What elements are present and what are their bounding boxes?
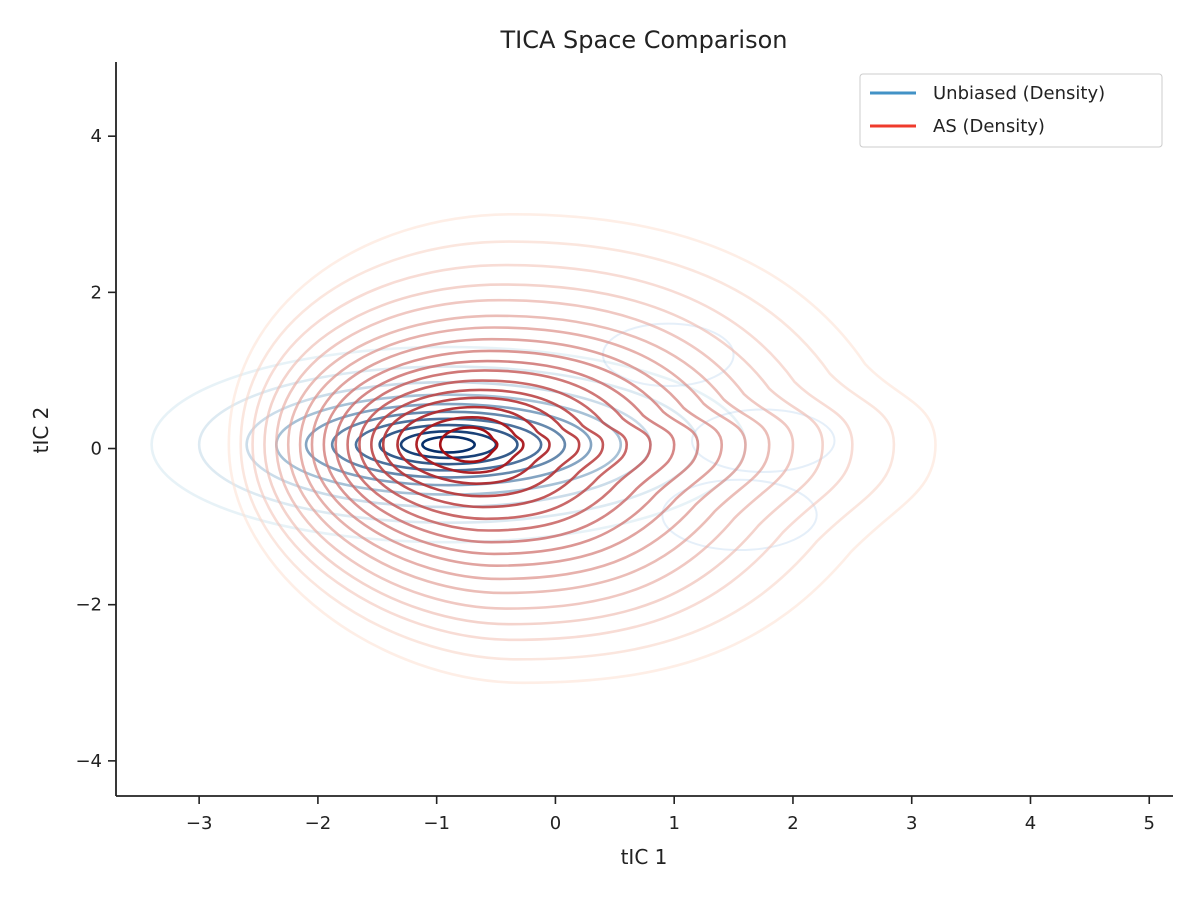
as-contour-2 — [251, 263, 854, 642]
ticks: −3 −2 −1 0 1 2 3 4 5 −4 −2 0 2 4 — [75, 126, 1155, 834]
as-contour-9 — [334, 359, 676, 544]
legend-label-unbiased: Unbiased (Density) — [933, 83, 1105, 104]
y-tick-label: 4 — [91, 126, 102, 147]
as-contour-15 — [415, 415, 525, 475]
as-contour-0 — [227, 212, 937, 685]
as-contour-13 — [381, 396, 581, 498]
unbiased-contour-5 — [330, 410, 567, 479]
as-contour-10 — [346, 369, 652, 532]
y-tick-label: −2 — [75, 595, 102, 616]
unbiased-contour-4 — [304, 402, 593, 487]
as-contour-5 — [286, 314, 771, 595]
as-contour-12 — [370, 388, 605, 509]
axes — [115, 62, 1173, 797]
unbiased-contour-1 — [197, 365, 700, 525]
unbiased-contour-lobe-0 — [691, 408, 836, 473]
contours-layer — [150, 212, 937, 685]
x-tick-label: 4 — [1025, 813, 1036, 834]
y-tick-label: −4 — [75, 751, 102, 772]
as-contour-6 — [298, 326, 747, 581]
y-tick-label: 0 — [91, 439, 102, 460]
unbiased-contour-7 — [378, 423, 519, 466]
x-tick-label: 3 — [906, 813, 917, 834]
unbiased-contour-lobe-1 — [661, 478, 818, 552]
x-tick-label: 0 — [550, 813, 561, 834]
as-contour-16 — [438, 426, 499, 464]
x-tick-label: −3 — [186, 813, 213, 834]
as-contour-1 — [239, 240, 896, 661]
y-tick-label: 2 — [91, 282, 102, 303]
y-axis-title: tIC 2 — [29, 407, 53, 454]
as-contour-14 — [396, 405, 551, 485]
as-contour-7 — [310, 337, 723, 567]
as-contour-4 — [275, 298, 795, 610]
as-contour-8 — [322, 349, 700, 556]
chart-title: TICA Space Comparison — [499, 26, 787, 54]
unbiased-contour-9 — [421, 435, 476, 454]
x-tick-label: 1 — [668, 813, 679, 834]
legend-label-as: AS (Density) — [933, 116, 1045, 137]
x-tick-label: −1 — [423, 813, 450, 834]
legend-box — [859, 73, 1163, 148]
legend: Unbiased (Density) AS (Density) — [859, 73, 1163, 148]
x-tick-label: −2 — [305, 813, 332, 834]
as-contour-3 — [263, 283, 824, 626]
as-contour-11 — [358, 379, 628, 521]
x-axis-title: tIC 1 — [621, 845, 668, 869]
x-tick-label: 2 — [787, 813, 798, 834]
x-tick-label: 5 — [1144, 813, 1155, 834]
